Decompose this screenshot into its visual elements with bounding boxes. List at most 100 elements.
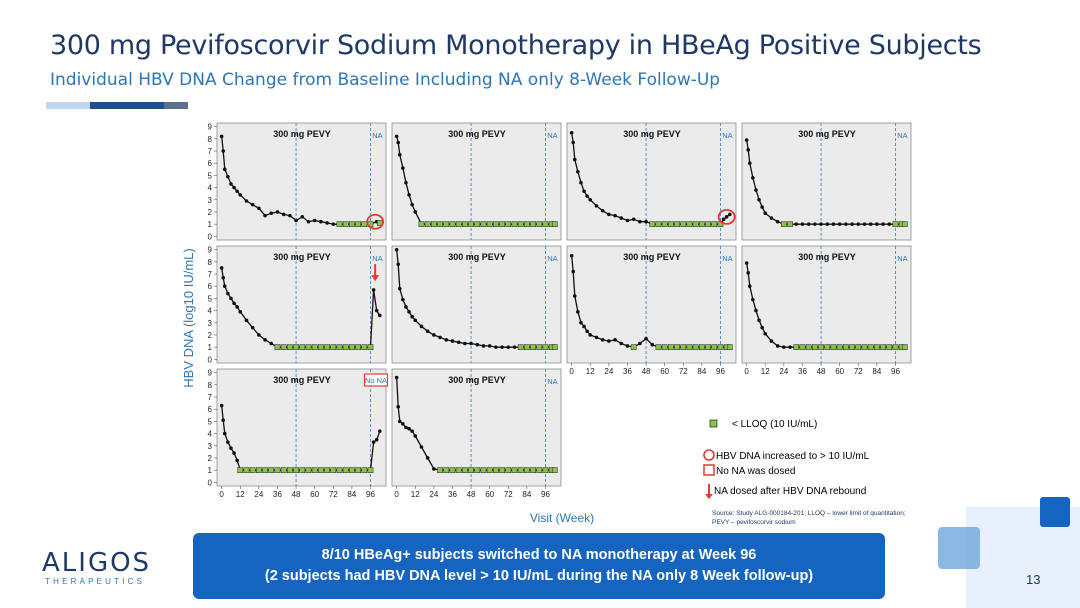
data-point [325, 221, 329, 225]
legend-lloq-icon [709, 419, 718, 428]
lloq-point [443, 221, 450, 228]
data-point [775, 344, 780, 348]
data-point [782, 345, 786, 349]
x-tick-label: 24 [254, 490, 263, 499]
lloq-point [692, 344, 699, 351]
data-point [444, 338, 449, 342]
lloq-point [655, 221, 662, 228]
data-point [638, 219, 642, 224]
lloq-point [880, 344, 886, 351]
lloq-point [474, 221, 481, 228]
data-point [868, 222, 873, 226]
legend: < LLOQ (10 IU/mL) HBV DNA increased to >… [703, 419, 870, 499]
panel-title: 300 mg PEVY [448, 252, 506, 262]
panel-background [566, 122, 737, 241]
data-point [281, 212, 286, 217]
legend-arrow-head-icon [705, 494, 713, 499]
lloq-point [443, 467, 450, 474]
data-point [600, 338, 605, 342]
data-point [585, 329, 589, 334]
x-tick-label: 48 [642, 367, 651, 376]
lloq-point [349, 221, 355, 228]
x-tick-label: 84 [872, 367, 881, 376]
data-point [724, 215, 729, 219]
chart-panel-7: 300 mg PEVY NA 0 12 24 36 48 60 72 84 96 [566, 245, 737, 376]
data-point [506, 345, 511, 349]
legend-increase-icon [703, 449, 715, 461]
x-tick-label: 36 [448, 490, 457, 499]
lloq-point [530, 221, 536, 228]
lloq-point [630, 344, 637, 351]
data-point [625, 218, 630, 223]
data-point [222, 167, 227, 172]
lloq-point [505, 467, 512, 474]
x-tick-label: 0 [744, 367, 749, 376]
data-point [438, 335, 442, 340]
data-point [569, 130, 574, 135]
lloq-point [342, 221, 349, 228]
lloq-point [480, 221, 487, 228]
data-point [721, 217, 726, 222]
slide-subtitle: Individual HBV DNA Change from Baseline … [50, 70, 721, 90]
lloq-point [367, 344, 374, 351]
lloq-point [661, 344, 668, 351]
x-tick-label: 72 [854, 367, 863, 376]
data-point [404, 180, 408, 185]
chart-panel-6: 300 mg PEVY NA [391, 245, 562, 364]
data-point [396, 262, 401, 267]
data-point [800, 222, 805, 226]
x-tick-label: 36 [623, 367, 632, 376]
lloq-point [536, 467, 543, 474]
panel-title: 300 mg PEVY [798, 129, 856, 139]
data-point [887, 222, 892, 226]
data-point [244, 318, 249, 323]
x-tick-label: 48 [467, 490, 476, 499]
na-dosed-arrow-head [371, 275, 380, 282]
na-label: NA [897, 254, 907, 263]
x-tick-label: 0 [569, 367, 574, 376]
data-point [371, 440, 376, 444]
data-point [875, 222, 879, 226]
data-point [394, 134, 399, 139]
data-point [374, 437, 379, 442]
data-point [576, 169, 580, 174]
y-tick-label: 7 [208, 393, 213, 402]
lloq-point [336, 344, 343, 351]
y-tick-label: 1 [208, 220, 213, 229]
lloq-point [299, 467, 306, 474]
callout-line-1: 8/10 HBeAg+ subjects switched to NA mono… [321, 547, 757, 563]
panel-title: 300 mg PEVY [623, 129, 681, 139]
data-point [456, 340, 461, 345]
lloq-point [699, 221, 705, 228]
lloq-point [349, 467, 355, 474]
data-point [419, 324, 424, 329]
x-tick-label: 60 [485, 490, 494, 499]
panel-title: 300 mg PEVY [448, 129, 506, 139]
lloq-point [274, 344, 281, 351]
data-point [425, 329, 430, 334]
y-tick-label: 8 [208, 258, 213, 267]
data-point [396, 404, 401, 409]
lloq-point [668, 344, 674, 351]
data-point [475, 342, 480, 347]
data-point [613, 213, 617, 218]
y-tick-label: 9 [208, 369, 213, 378]
data-point [571, 140, 576, 145]
y-tick-label: 5 [208, 417, 213, 426]
x-tick-label: 84 [522, 490, 531, 499]
data-point [371, 288, 376, 292]
lloq-point [367, 467, 374, 474]
chart-panel-10: 300 mg PEVY NA 0 12 24 36 48 60 72 84 96 [391, 368, 562, 499]
panel-title: 300 mg PEVY [798, 252, 856, 262]
data-point [837, 222, 842, 226]
panel-title: 300 mg PEVY [448, 375, 506, 385]
x-tick-label: 96 [716, 367, 725, 376]
data-point [569, 253, 574, 258]
corner-decoration [938, 527, 980, 569]
y-tick-label: 2 [208, 208, 213, 217]
lloq-point [524, 344, 530, 351]
data-point [229, 446, 233, 451]
data-point [374, 308, 379, 313]
data-point [463, 341, 467, 346]
